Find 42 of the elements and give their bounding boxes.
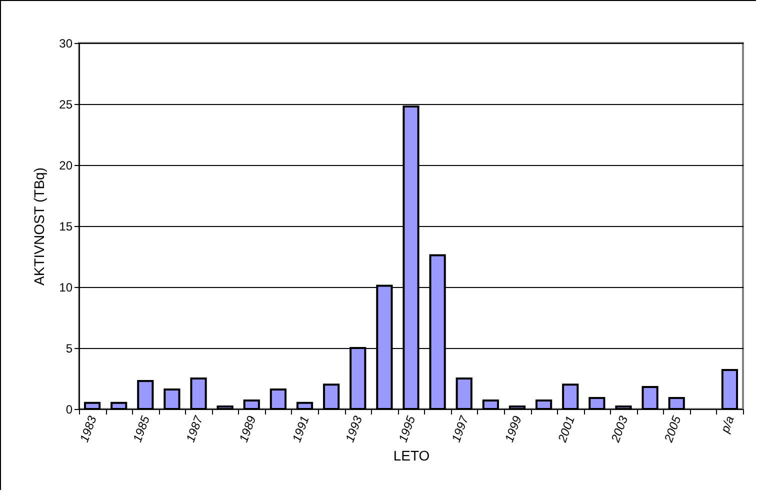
y-tick-label: 10	[59, 280, 73, 294]
bar	[508, 406, 526, 410]
bar	[323, 384, 340, 410]
y-tick-label: 5	[66, 342, 73, 356]
x-tick-label: 2005	[661, 414, 684, 445]
bar	[456, 378, 472, 410]
bar	[190, 378, 207, 410]
bar	[615, 406, 632, 410]
bar	[84, 402, 101, 410]
bar	[721, 368, 738, 410]
x-tick-label: 1993	[342, 414, 366, 444]
x-tick-label: 1991	[290, 414, 312, 444]
bar	[535, 399, 552, 410]
x-tick-label: 1987	[183, 412, 206, 444]
y-tick-label: 25	[59, 98, 73, 112]
bar	[216, 406, 234, 410]
bar	[270, 388, 287, 410]
bar	[164, 388, 180, 410]
y-tick-label: 30	[59, 36, 73, 50]
x-tick-label: 2001	[554, 414, 578, 445]
bar	[642, 386, 658, 410]
x-tick-label: 1983	[77, 414, 100, 444]
y-tick-label: 0	[66, 402, 73, 416]
x-tick-label: 1989	[236, 414, 259, 444]
bar	[668, 397, 685, 410]
x-tick-label: 1985	[130, 414, 153, 444]
bar	[588, 397, 606, 410]
y-axis-title: AKTIVNOST (TBq)	[31, 168, 48, 286]
x-tick-label: 1997	[448, 412, 472, 444]
bar	[482, 399, 499, 410]
y-tick-label: 15	[59, 220, 73, 234]
bar	[137, 380, 154, 410]
x-tick-label: 2003	[608, 414, 631, 445]
x-tick-label: 1999	[502, 414, 524, 444]
x-tick-label: p/a	[718, 414, 737, 436]
bar	[243, 399, 260, 410]
x-tick-label: 1995	[396, 414, 418, 444]
bar	[110, 402, 128, 410]
bar	[562, 384, 579, 410]
x-axis-title: LETO	[393, 448, 430, 464]
bar	[296, 402, 314, 410]
y-tick-label: 20	[59, 158, 73, 172]
